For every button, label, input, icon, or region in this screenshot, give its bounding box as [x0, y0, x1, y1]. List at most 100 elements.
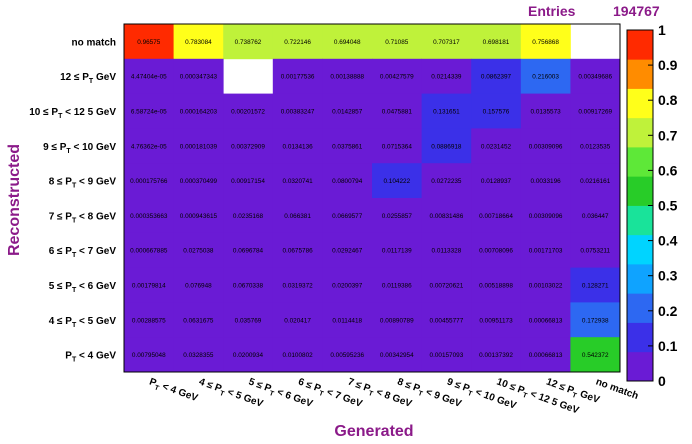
- cell-value-label: 0.00342954: [380, 352, 414, 359]
- cell-value-label: 0.000347343: [180, 74, 218, 81]
- row-label: 10 ≤ PT < 12 5 GeV: [29, 107, 116, 120]
- heatmap-cell: [471, 24, 522, 60]
- cell-value-label: 0.0862397: [481, 74, 512, 81]
- heatmap-cell: [223, 232, 274, 268]
- heatmap-cell: [570, 198, 621, 234]
- cell-value-label: 0.00179814: [132, 283, 166, 290]
- y-axis-title: Reconstructed: [6, 144, 23, 256]
- cell-value-label: 0.000667885: [130, 248, 168, 255]
- cell-value-label: 0.0319372: [282, 283, 313, 290]
- color-scale-label: 0.9: [658, 57, 678, 73]
- heatmap-cell: [520, 128, 571, 164]
- heatmap-cell: [322, 302, 373, 338]
- cell-value-label: 0.00137392: [479, 352, 513, 359]
- cell-value-label: 0.00309096: [529, 143, 563, 150]
- cell-value-label: 0.0275038: [183, 248, 214, 255]
- color-scale-segment: [627, 322, 653, 353]
- heatmap-cell: [322, 267, 373, 303]
- cell-value-label: 0.131651: [433, 109, 460, 116]
- color-scale-label: 0: [658, 373, 666, 389]
- heatmap-cell: [570, 267, 621, 303]
- cell-value-label: 0.0117139: [382, 248, 412, 255]
- heatmap-cell: [272, 93, 323, 129]
- color-scale-label: 0.2: [658, 303, 678, 319]
- color-scale-segment: [627, 293, 653, 323]
- cell-value-label: 0.00917269: [578, 109, 612, 116]
- heatmap-cell: [421, 232, 472, 268]
- cell-value-label: 0.0328355: [183, 352, 214, 359]
- cell-value-label: 0.00795048: [132, 352, 166, 359]
- heatmap-cell: [223, 93, 274, 129]
- heatmap-cell: [372, 302, 422, 338]
- cell-value-label: 4.76362e-05: [131, 143, 167, 150]
- heatmap-cell: [322, 128, 373, 164]
- row-label: PT < 4 GeV: [65, 351, 116, 364]
- row-label: 6 ≤ PT < 7 GeV: [49, 246, 117, 259]
- heatmap-cell: [372, 163, 422, 199]
- cell-value-label: 0.000370499: [180, 178, 218, 185]
- cell-value-label: 0.0235168: [233, 213, 264, 220]
- cell-value-label: 0.0200397: [332, 283, 363, 290]
- heatmap-cell: [322, 198, 373, 234]
- heatmap-cell: [372, 128, 422, 164]
- heatmap-cell: [372, 267, 422, 303]
- cell-value-label: 0.00708096: [479, 248, 513, 255]
- heatmap-cell: [272, 58, 323, 94]
- heatmap-cell: [322, 93, 373, 129]
- cell-value-label: 0.0100802: [282, 352, 313, 359]
- heatmap-cell: [471, 198, 522, 234]
- color-scale-segment: [627, 205, 653, 236]
- heatmap-cell: [223, 198, 274, 234]
- cell-value-label: 0.0715364: [382, 143, 413, 150]
- heatmap-cell: [223, 302, 274, 338]
- heatmap-cell: [520, 93, 571, 129]
- heatmap-cell: [520, 302, 571, 338]
- row-label: 4 ≤ PT < 5 GeV: [49, 316, 117, 329]
- cell-value-label: 0.0114418: [332, 317, 362, 324]
- row-label: 7 ≤ PT < 8 GeV: [49, 211, 117, 224]
- cell-value-label: 0.783084: [185, 39, 212, 46]
- heatmap-cell: [173, 24, 224, 60]
- heatmap-cell: [570, 93, 621, 129]
- cell-value-label: 0.0669577: [332, 213, 363, 220]
- heatmap-cell: [570, 128, 621, 164]
- heatmap-cell: [124, 232, 174, 268]
- color-scale-label: 0.8: [658, 92, 678, 108]
- heatmap-cell: [570, 58, 621, 94]
- cell-value-label: 4.47404e-05: [131, 74, 167, 81]
- heatmap-cell: [471, 93, 522, 129]
- cell-value-label: 0.0375861: [332, 143, 363, 150]
- heatmap-cell: [223, 163, 274, 199]
- heatmap-cell: [421, 267, 472, 303]
- heatmap-cell: [272, 267, 323, 303]
- heatmap-cell: [124, 302, 174, 338]
- row-label: 8 ≤ PT < 9 GeV: [49, 177, 117, 190]
- color-scale-segment: [627, 117, 653, 148]
- cell-value-label: 0.0670338: [233, 283, 264, 290]
- color-scale-label: 0.5: [658, 198, 678, 214]
- cell-value-label: 0.756868: [532, 39, 559, 46]
- cell-value-label: 0.0123535: [580, 143, 611, 150]
- color-scale-label: 0.3: [658, 268, 678, 284]
- heatmap-cell: [322, 58, 373, 94]
- cell-value-label: 0.0033196: [530, 178, 561, 185]
- heatmap-cells: [123, 23, 621, 373]
- heatmap-cell: [520, 232, 571, 268]
- heatmap-cell: [124, 163, 174, 199]
- cell-value-label: 0.0272235: [431, 178, 462, 185]
- cell-value-label: 0.0214339: [431, 74, 462, 81]
- row-labels: no match 12 ≤ PT GeV 10 ≤ PT < 12 5 GeV 9 ≤…: [29, 37, 116, 363]
- heatmap-cell: [173, 58, 224, 94]
- color-scale-label: 0.7: [658, 127, 678, 143]
- heatmap-cell: [223, 267, 274, 303]
- cell-value-label: 0.00066813: [529, 317, 563, 324]
- heatmap-cell: [322, 24, 373, 60]
- cell-value-label: 0.00201572: [231, 109, 265, 116]
- heatmap-cell: [124, 198, 174, 234]
- color-scale-segment: [627, 59, 653, 89]
- plot-frame: [123, 23, 621, 373]
- heatmap-cell: [124, 267, 174, 303]
- cell-value-label: 0.00595236: [330, 352, 364, 359]
- heatmap-cell: [124, 24, 174, 60]
